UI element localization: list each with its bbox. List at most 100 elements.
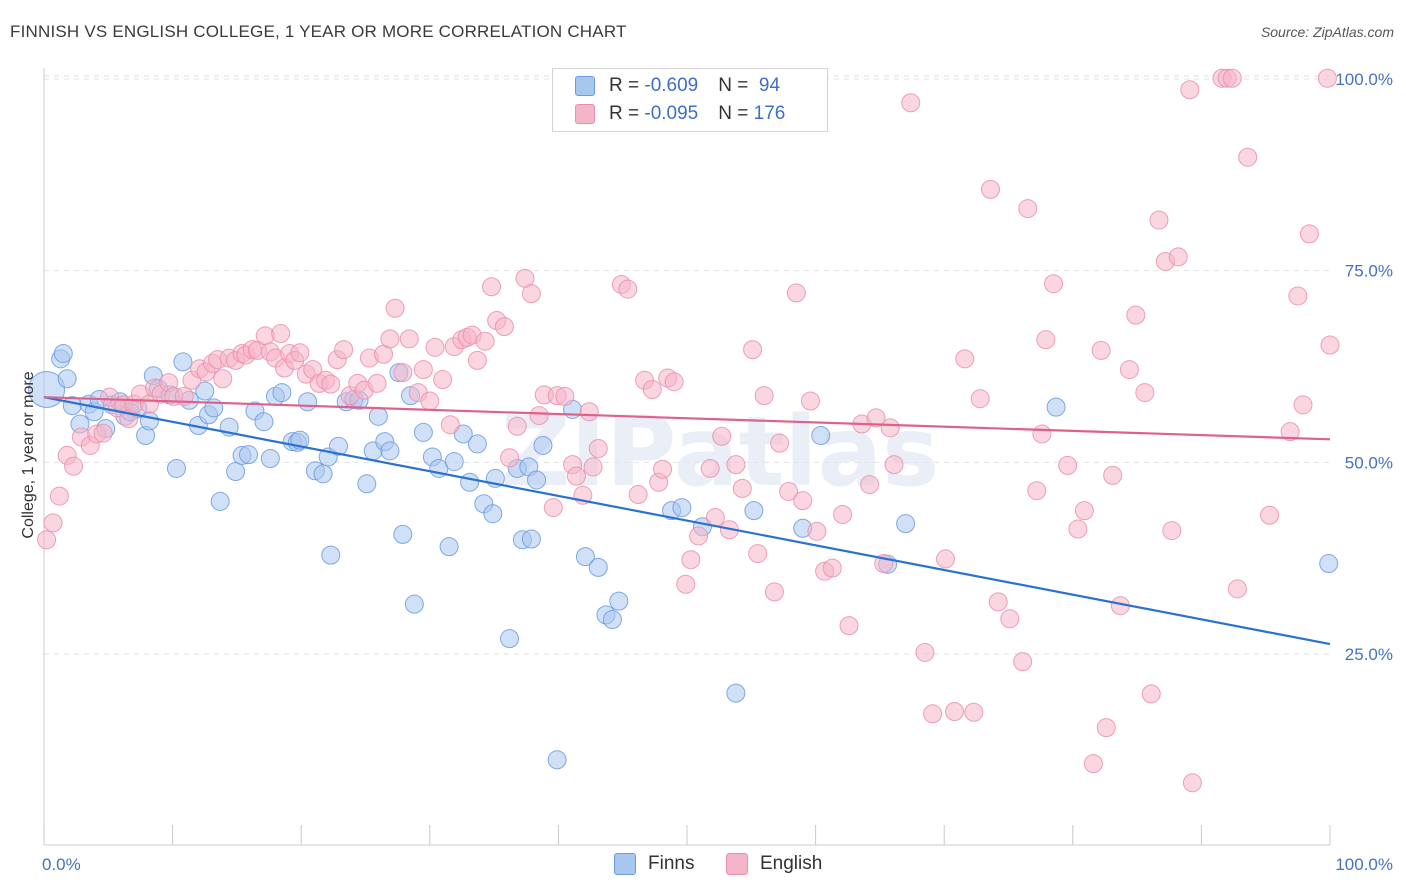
finns-point [575, 547, 595, 567]
english-point [420, 391, 440, 411]
stats-legend: R = -0.609 N = 94 R = -0.095 N = 176 [552, 68, 828, 132]
english-point [988, 592, 1008, 612]
finns-point [460, 472, 480, 492]
finns-point [453, 424, 473, 444]
english-point [321, 374, 341, 394]
finns-point [602, 610, 622, 629]
source-label: Source: ZipAtlas.com [1260, 24, 1394, 40]
english-point [1293, 395, 1313, 415]
finns-point [393, 524, 413, 544]
english-point [980, 179, 1000, 199]
english-point [1238, 147, 1258, 167]
y-tick-label: 50.0% [1345, 453, 1393, 472]
english-point [1260, 505, 1280, 525]
english-point [93, 423, 113, 443]
english-point [754, 386, 774, 406]
english-point [681, 550, 701, 570]
english-point [860, 475, 880, 495]
finns-point [726, 683, 746, 703]
english-point [543, 498, 563, 518]
english-point [521, 284, 541, 304]
finns-point [139, 411, 159, 431]
english-point [866, 408, 886, 428]
finns-point [368, 406, 388, 426]
english-point [618, 279, 638, 299]
english-point [213, 369, 233, 389]
finns-n-label: N = [718, 75, 754, 96]
x-tick-label-end: 100.0% [1335, 855, 1393, 874]
english-point [1141, 684, 1161, 704]
x-tick-label-start: 0.0% [42, 855, 81, 874]
english-point [1083, 754, 1103, 774]
finns-point [444, 452, 464, 472]
english-point [779, 481, 799, 501]
y-axis-label: College, 1 year or more [20, 371, 37, 538]
english-point [1126, 305, 1146, 325]
english-point [712, 426, 732, 446]
finns-point [238, 445, 258, 465]
y-tick-label: 75.0% [1345, 262, 1393, 281]
finns-point [439, 537, 459, 557]
finns-point [321, 545, 341, 565]
english-point [1280, 422, 1300, 442]
legend-english: English [726, 850, 822, 878]
finns-point [254, 412, 274, 432]
english-point [1299, 224, 1319, 244]
english-point [1180, 80, 1200, 100]
english-point [555, 386, 575, 406]
english-point [433, 370, 453, 390]
english-point [1222, 68, 1242, 88]
legend-finns-label: Finns [648, 853, 695, 874]
english-point [380, 329, 400, 349]
english-point [964, 702, 984, 722]
english-point [800, 391, 820, 411]
trend-lines [43, 396, 1331, 646]
legend-english-label: English [760, 853, 823, 874]
english-point [1317, 68, 1337, 88]
finns-point [811, 426, 831, 445]
english-point [494, 317, 514, 337]
finns-point [547, 750, 567, 770]
axes [43, 68, 1331, 846]
english-point [271, 324, 291, 344]
english-point [529, 406, 549, 426]
english-point [37, 530, 57, 550]
legend-row-english: R = -0.095 N = 176 [575, 100, 785, 128]
english-point [700, 458, 720, 478]
finns-r-label: R = [609, 75, 645, 96]
english-point [467, 350, 487, 370]
english-point [732, 478, 752, 498]
finns-point [166, 458, 186, 478]
english-point [588, 439, 608, 459]
legend-finns-swatch [614, 853, 636, 875]
english-point [1320, 335, 1340, 355]
english-point [726, 455, 746, 475]
english-point [955, 349, 975, 369]
english-point [807, 521, 827, 541]
english-point [1044, 274, 1064, 294]
english-point [901, 93, 921, 113]
finns-point [588, 557, 608, 577]
english-point [1149, 210, 1169, 230]
english-point [1182, 773, 1202, 793]
english-n-value: 176 [753, 103, 786, 124]
english-point [440, 415, 460, 435]
english-point [1068, 519, 1088, 539]
finns-r-value: -0.609 [644, 75, 699, 96]
english-point [583, 457, 603, 477]
english-point [385, 298, 405, 318]
finns-point [467, 434, 487, 454]
finns-point [527, 470, 547, 490]
english-point [923, 704, 943, 724]
english-point [880, 418, 900, 438]
english-point [500, 448, 520, 468]
english-point [970, 389, 990, 409]
english-point [1013, 652, 1033, 672]
finns-point [744, 501, 764, 521]
english-point [1000, 609, 1020, 629]
chart-title: FINNISH VS ENGLISH COLLEGE, 1 YEAR OR MO… [10, 22, 627, 41]
finns-point [1319, 554, 1339, 574]
english-n-label: N = [718, 103, 754, 124]
english-point [43, 513, 63, 533]
